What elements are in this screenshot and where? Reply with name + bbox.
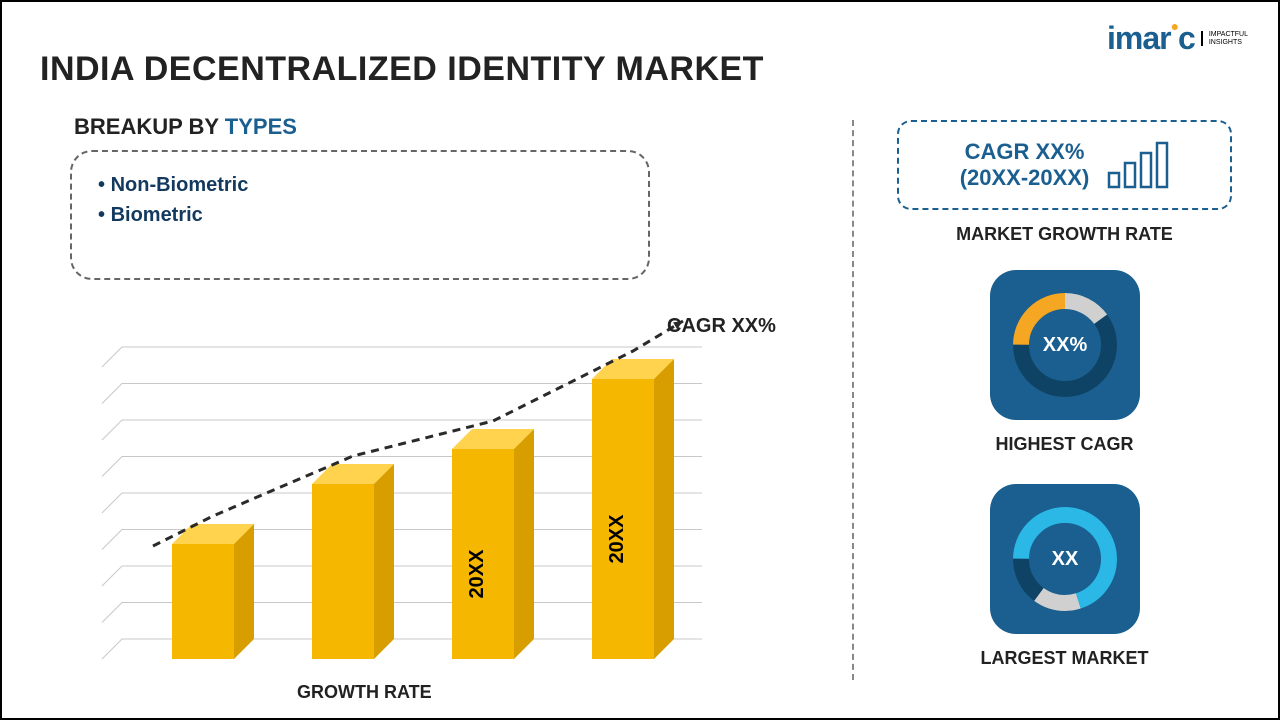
- logo-dot: ●: [1171, 18, 1178, 34]
- largest-market-tile: XX: [990, 484, 1140, 634]
- highest-cagr-value: XX%: [1043, 334, 1087, 357]
- svg-text:20XX: 20XX: [466, 549, 488, 599]
- logo: imar●c IMPACTFUL INSIGHTS: [1107, 20, 1248, 57]
- chart-svg: 20XX 20XX: [62, 307, 742, 677]
- logo-tagline: IMPACTFUL INSIGHTS: [1201, 31, 1248, 46]
- logo-post: c: [1178, 20, 1195, 56]
- breakup-item: Non-Biometric: [98, 170, 622, 200]
- growth-rate-label: GROWTH RATE: [297, 682, 432, 703]
- bars-icon: [1107, 139, 1169, 191]
- breakup-box: Non-Biometric Biometric: [70, 150, 650, 280]
- growth-chart: 20XX 20XX: [62, 307, 742, 677]
- cagr-box: CAGR XX% (20XX-20XX): [897, 120, 1232, 210]
- cagr-arrow-label: CAGR XX%: [667, 315, 776, 338]
- market-growth-rate-label: MARKET GROWTH RATE: [897, 224, 1232, 245]
- largest-market-value: XX: [1052, 548, 1079, 571]
- largest-market-label: LARGEST MARKET: [897, 648, 1232, 669]
- vertical-divider: [852, 120, 854, 680]
- svg-text:20XX: 20XX: [606, 514, 628, 564]
- logo-pre: imar: [1107, 20, 1171, 56]
- highest-cagr-tile: XX%: [990, 270, 1140, 420]
- highest-cagr-label: HIGHEST CAGR: [897, 434, 1232, 455]
- breakup-item: Biometric: [98, 200, 622, 230]
- breakup-header: BREAKUP BY TYPES: [74, 114, 297, 140]
- cagr-text: CAGR XX% (20XX-20XX): [960, 139, 1090, 192]
- page-title: INDIA DECENTRALIZED IDENTITY MARKET: [40, 50, 764, 89]
